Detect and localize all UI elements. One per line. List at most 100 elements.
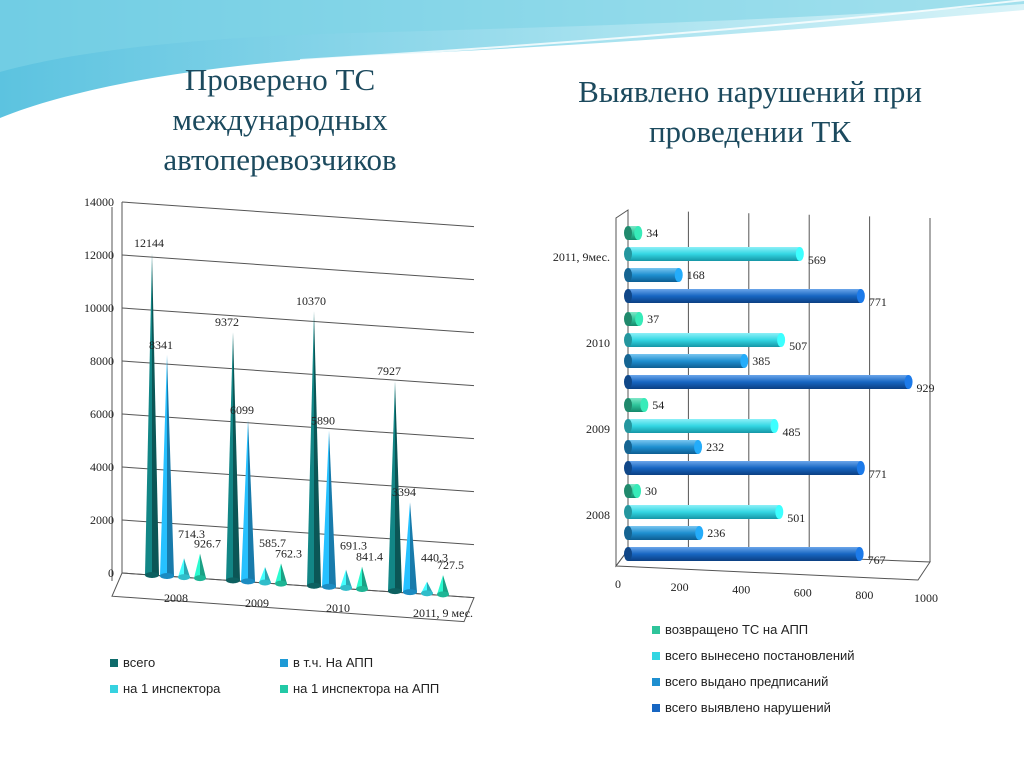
data-label: 232 [706,440,724,454]
cone-mark [403,502,417,596]
data-label: 691.3 [340,539,367,553]
y-tick-label: 6000 [90,407,114,421]
cone-mark [241,419,255,585]
data-label: 841.4 [356,550,383,564]
category-label: 2008 [586,508,610,522]
y-tick-label: 8000 [90,354,114,368]
cone-mark [194,553,206,582]
cylinder-bar [624,289,865,303]
y-tick-label: 14000 [84,195,114,209]
data-label: 926.7 [194,537,221,551]
cone-mark [307,310,321,589]
cone-mark [145,253,159,578]
cylinder-bar [624,354,749,368]
data-label: 37 [647,312,659,326]
y-tick-label: 10000 [84,301,114,315]
legend-swatch [280,684,288,693]
legend-swatch [652,703,660,712]
legend-label: всего выдано предписаний [665,674,829,689]
data-label: 385 [752,354,770,368]
y-tick-label: 12000 [84,248,114,262]
cylinder-bar [624,526,704,540]
cone-mark [178,558,190,581]
legend-label: всего вынесено постановлений [665,648,855,663]
cylinder-bar [624,419,779,433]
legend-swatch [652,677,660,686]
legend-item: на 1 инспектора на АПП [280,681,439,696]
gridline [121,307,475,334]
y-tick-label: 0 [108,566,114,580]
cylinder-bar [624,440,703,454]
legend-item: всего вынесено постановлений [652,648,855,663]
legend-label: на 1 инспектора на АПП [293,681,440,696]
data-label: 168 [687,268,705,282]
left-chart-title: Проверено ТС международных автоперевозчи… [163,62,397,177]
cylinder-bar [624,461,865,475]
cone-mark [340,569,352,591]
legend-swatch [652,625,660,634]
category-label: 2009 [245,596,269,610]
gridline [121,466,475,493]
cone-mark [160,354,174,579]
category-label: 2010 [586,336,610,350]
left-legend: всего в т.ч. На АПП на 1 инспектора на 1 ин… [110,655,510,705]
cylinder-bar [624,547,864,561]
cylinder-bar-chart: 0 200 400 600 800 1000 34 569 168 771 37 507 385 929… [553,209,938,605]
data-label: 714.3 [178,527,205,541]
cylinder-bar [624,268,683,282]
data-label: 3394 [392,485,416,499]
y-tick-label: 4000 [90,460,114,474]
x-tick-label: 0 [615,577,621,591]
cone-mark [275,563,287,587]
gridline [121,254,475,281]
data-label: 762.3 [275,546,302,560]
x-tick-label: 400 [732,583,750,597]
cone-mark [356,566,368,592]
data-label: 12144 [134,236,164,250]
data-label: 727.5 [437,558,464,572]
legend-label: возвращено ТС на АПП [665,622,809,637]
data-label: 9372 [215,315,239,329]
x-tick-label: 200 [671,580,689,594]
x-tick-label: 1000 [914,591,938,605]
cylinder-bar [624,226,643,240]
data-label: 585.7 [259,536,286,550]
legend-item: на 1 инспектора [110,681,220,696]
legend-item: всего выдано предписаний [652,674,828,689]
data-label: 5890 [311,414,335,428]
y-tick-label: 2000 [90,513,114,527]
category-label: 2008 [164,591,188,605]
data-label: 236 [707,526,725,540]
cone-mark [226,332,240,584]
legend-item: всего выявлено нарушений [652,700,831,715]
data-label: 767 [868,553,886,567]
legend-swatch [280,658,288,667]
cone-mark [388,381,402,595]
data-label: 6099 [230,403,254,417]
data-label: 7927 [377,364,401,378]
category-label: 2009 [586,422,610,436]
cone-chart: 0 2000 4000 6000 8000 10000 12000 14000 12144 83… [84,195,475,623]
legend-item: всего [110,655,155,670]
x-tick-label: 800 [855,588,873,602]
data-label: 507 [789,339,807,353]
legend-label: всего выявлено нарушений [665,700,831,715]
cylinder-bar [624,505,784,519]
data-label: 440.3 [421,551,448,565]
x-tick-label: 600 [794,585,812,599]
data-label: 34 [646,226,658,240]
cylinder-bar [624,312,644,326]
right-legend: возвращено ТС на АПП всего вынесено поста… [652,622,952,722]
category-label: 2010 [326,601,350,615]
legend-item: возвращено ТС на АПП [652,622,808,637]
data-label: 771 [869,295,887,309]
data-label: 929 [917,381,935,395]
data-label: 8341 [149,338,173,352]
legend-swatch [652,651,660,660]
cone-mark [437,575,449,598]
data-label: 30 [645,484,657,498]
legend-item: в т.ч. На АПП [280,655,373,670]
data-label: 54 [652,398,664,412]
cylinder-bar [624,398,649,412]
right-chart-title: Выявлено нарушений при проведении ТК [578,74,922,149]
